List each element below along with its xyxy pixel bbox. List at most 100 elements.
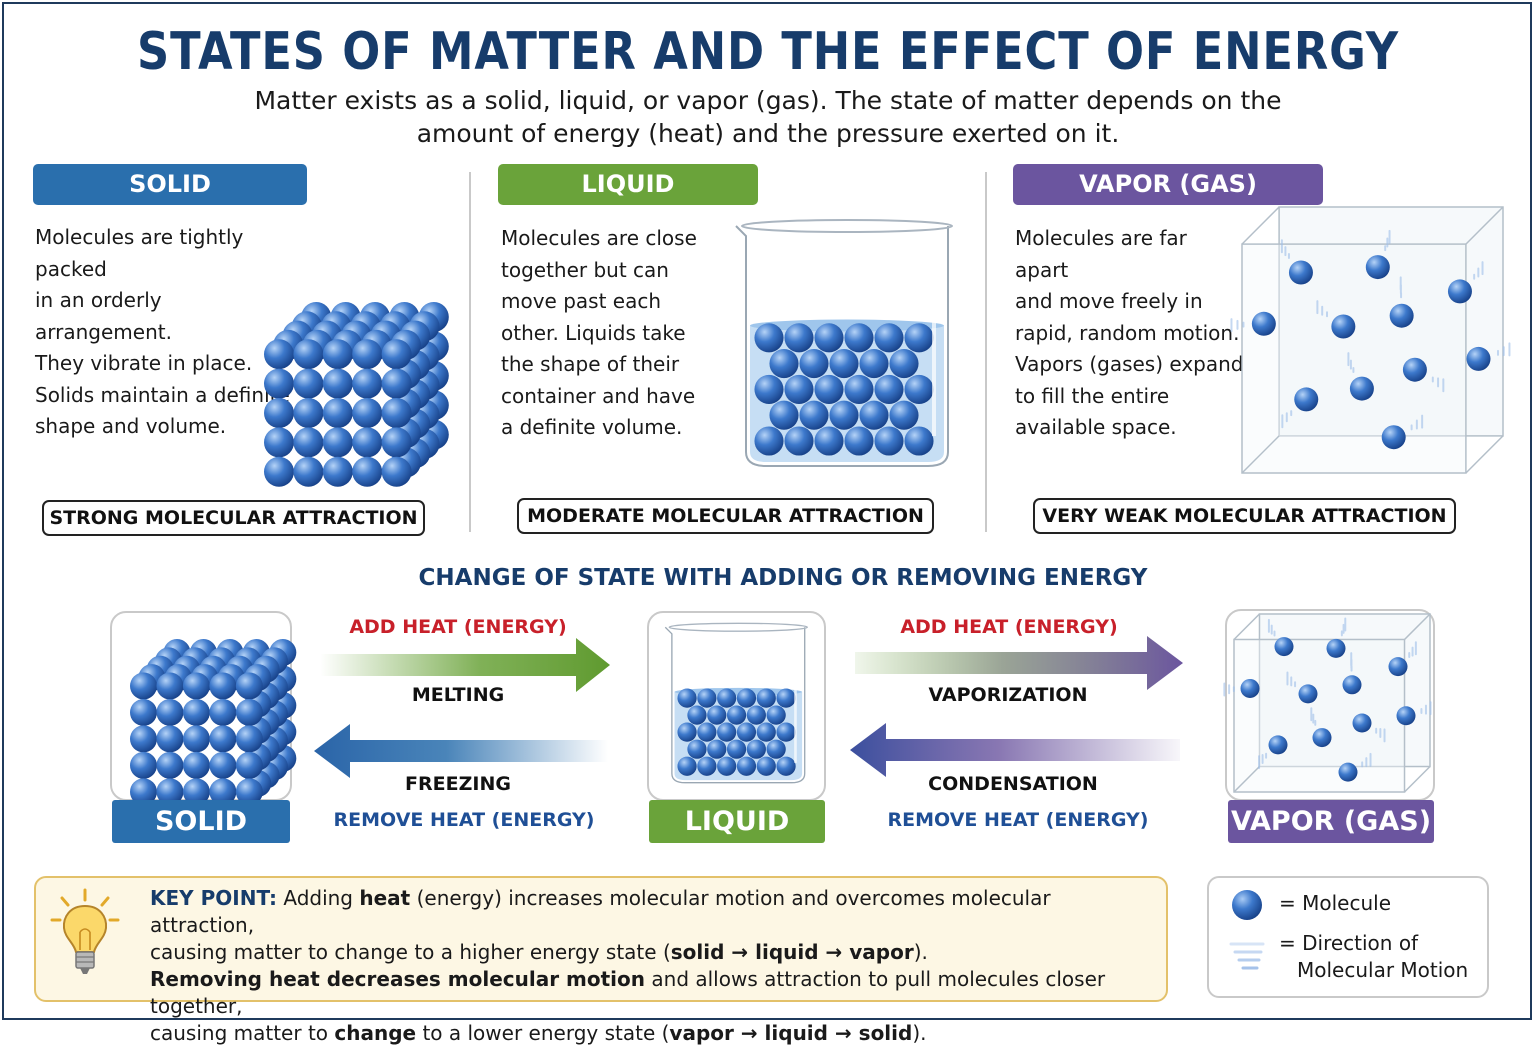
molecule: [766, 739, 786, 759]
molecule: [182, 698, 210, 726]
vapor-box-illustration: [1230, 206, 1511, 474]
molecule: [156, 725, 184, 753]
remove-heat-label-2: REMOVE HEAT (ENERGY): [887, 809, 1149, 831]
molecule: [844, 374, 874, 404]
molecule: [726, 705, 747, 725]
solid-desc-line: Solids maintain a definite: [35, 382, 290, 407]
molecule: [1268, 735, 1288, 755]
vapor-box-small: [1223, 613, 1432, 793]
liquid-desc-line: other. Liquids take: [501, 320, 686, 345]
molecule: [687, 739, 707, 759]
molecule: [687, 705, 707, 725]
solid-label: SOLID: [112, 800, 290, 843]
molecule: [1274, 637, 1294, 657]
molecule: [209, 672, 237, 700]
key-point-fragment: causing matter to: [150, 1021, 335, 1045]
molecule: [776, 756, 796, 776]
column-divider-2: [985, 172, 987, 532]
molecule: [746, 705, 766, 725]
molecule: [1352, 713, 1372, 733]
vapor-desc-line: rapid, random motion.: [1015, 320, 1240, 345]
molecule: [766, 705, 786, 725]
molecule: [1326, 638, 1346, 658]
molecule: [264, 339, 294, 370]
molecule: [726, 739, 747, 759]
molecule: [264, 368, 294, 399]
molecule: [352, 339, 383, 370]
molecule: [1338, 762, 1358, 782]
vapor-banner: VAPOR (GAS): [1013, 164, 1323, 205]
liquid-label: LIQUID: [649, 800, 825, 843]
liquid-beaker-illustration: [735, 219, 953, 467]
solid-desc-line: in an orderly arrangement.: [35, 288, 172, 344]
key-point-text: KEY POINT: Adding heat (energy) increase…: [150, 885, 1160, 1047]
molecule: [746, 739, 766, 759]
molecule: [209, 751, 237, 779]
molecule: [1298, 684, 1318, 704]
freezing-arrow: [314, 724, 608, 778]
liquid-description: Molecules are close together but can mov…: [501, 223, 731, 444]
vapor-desc-line: Molecules are far apart: [1015, 226, 1187, 282]
molecule: [697, 688, 717, 708]
molecule: [1331, 314, 1356, 339]
add-heat-label-2: ADD HEAT (ENERGY): [900, 616, 1118, 638]
molecule: [264, 398, 294, 428]
molecule: [677, 722, 697, 742]
key-point-bold: heat: [359, 886, 411, 910]
vapor-desc-line: available space.: [1015, 415, 1177, 439]
molecule: [381, 427, 412, 458]
page-subtitle: Matter exists as a solid, liquid, or vap…: [0, 84, 1536, 150]
molecule: [756, 756, 776, 776]
key-point-fragment: causing matter to change to a higher ene…: [150, 940, 671, 964]
molecule: [717, 756, 737, 776]
molecule: [814, 426, 844, 456]
molecule: [717, 722, 737, 742]
molecule: [1365, 255, 1390, 280]
molecule: [769, 349, 799, 379]
molecule: [1251, 311, 1276, 336]
vapor-description: Molecules are far apart and move freely …: [1015, 223, 1245, 444]
molecule: [1402, 357, 1427, 382]
legend-motion-line: = Direction of: [1279, 931, 1419, 955]
molecule: [904, 323, 934, 353]
molecule: [756, 688, 776, 708]
molecule: [1240, 678, 1260, 698]
solid-desc-line: shape and volume.: [35, 414, 227, 438]
motion-lines-icon: [1229, 942, 1265, 970]
liquid-desc-line: move past each: [501, 289, 662, 313]
molecule: [381, 456, 412, 487]
molecule: [235, 778, 263, 806]
molecule: [1349, 376, 1374, 401]
molecule: [814, 374, 844, 404]
molecule: [677, 756, 697, 776]
molecule: [381, 339, 412, 370]
molecule: [322, 398, 353, 428]
melting-arrow: [320, 638, 610, 692]
subtitle-line-1: Matter exists as a solid, liquid, or vap…: [254, 86, 1282, 115]
lightbulb-icon: [50, 888, 120, 974]
molecule: [1312, 728, 1332, 748]
page-title: STATES OF MATTER AND THE EFFECT OF ENERG…: [137, 22, 1399, 82]
key-point-fragment: and allows attraction to pull molecules …: [150, 967, 1106, 1018]
molecule: [904, 374, 934, 404]
molecule: [829, 400, 859, 430]
molecule: [707, 705, 727, 725]
molecule: [264, 456, 294, 487]
molecule: [156, 778, 184, 806]
molecule: [769, 400, 799, 430]
molecule: [874, 323, 904, 353]
liquid-desc-line: a definite volume.: [501, 415, 683, 439]
molecule: [736, 722, 757, 742]
molecule: [381, 368, 412, 399]
solid-desc-line: They vibrate in place.: [35, 351, 253, 375]
molecule: [381, 398, 412, 428]
molecule: [756, 722, 776, 742]
molecule: [130, 672, 157, 700]
legend-motion-text: = Direction of Molecular Motion: [1279, 930, 1468, 984]
molecule: [784, 323, 814, 353]
molecule: [859, 349, 889, 379]
liquid-desc-line: container and have: [501, 383, 696, 408]
key-point-label: KEY POINT:: [150, 886, 277, 910]
molecule: [352, 427, 383, 458]
molecule: [293, 339, 324, 370]
